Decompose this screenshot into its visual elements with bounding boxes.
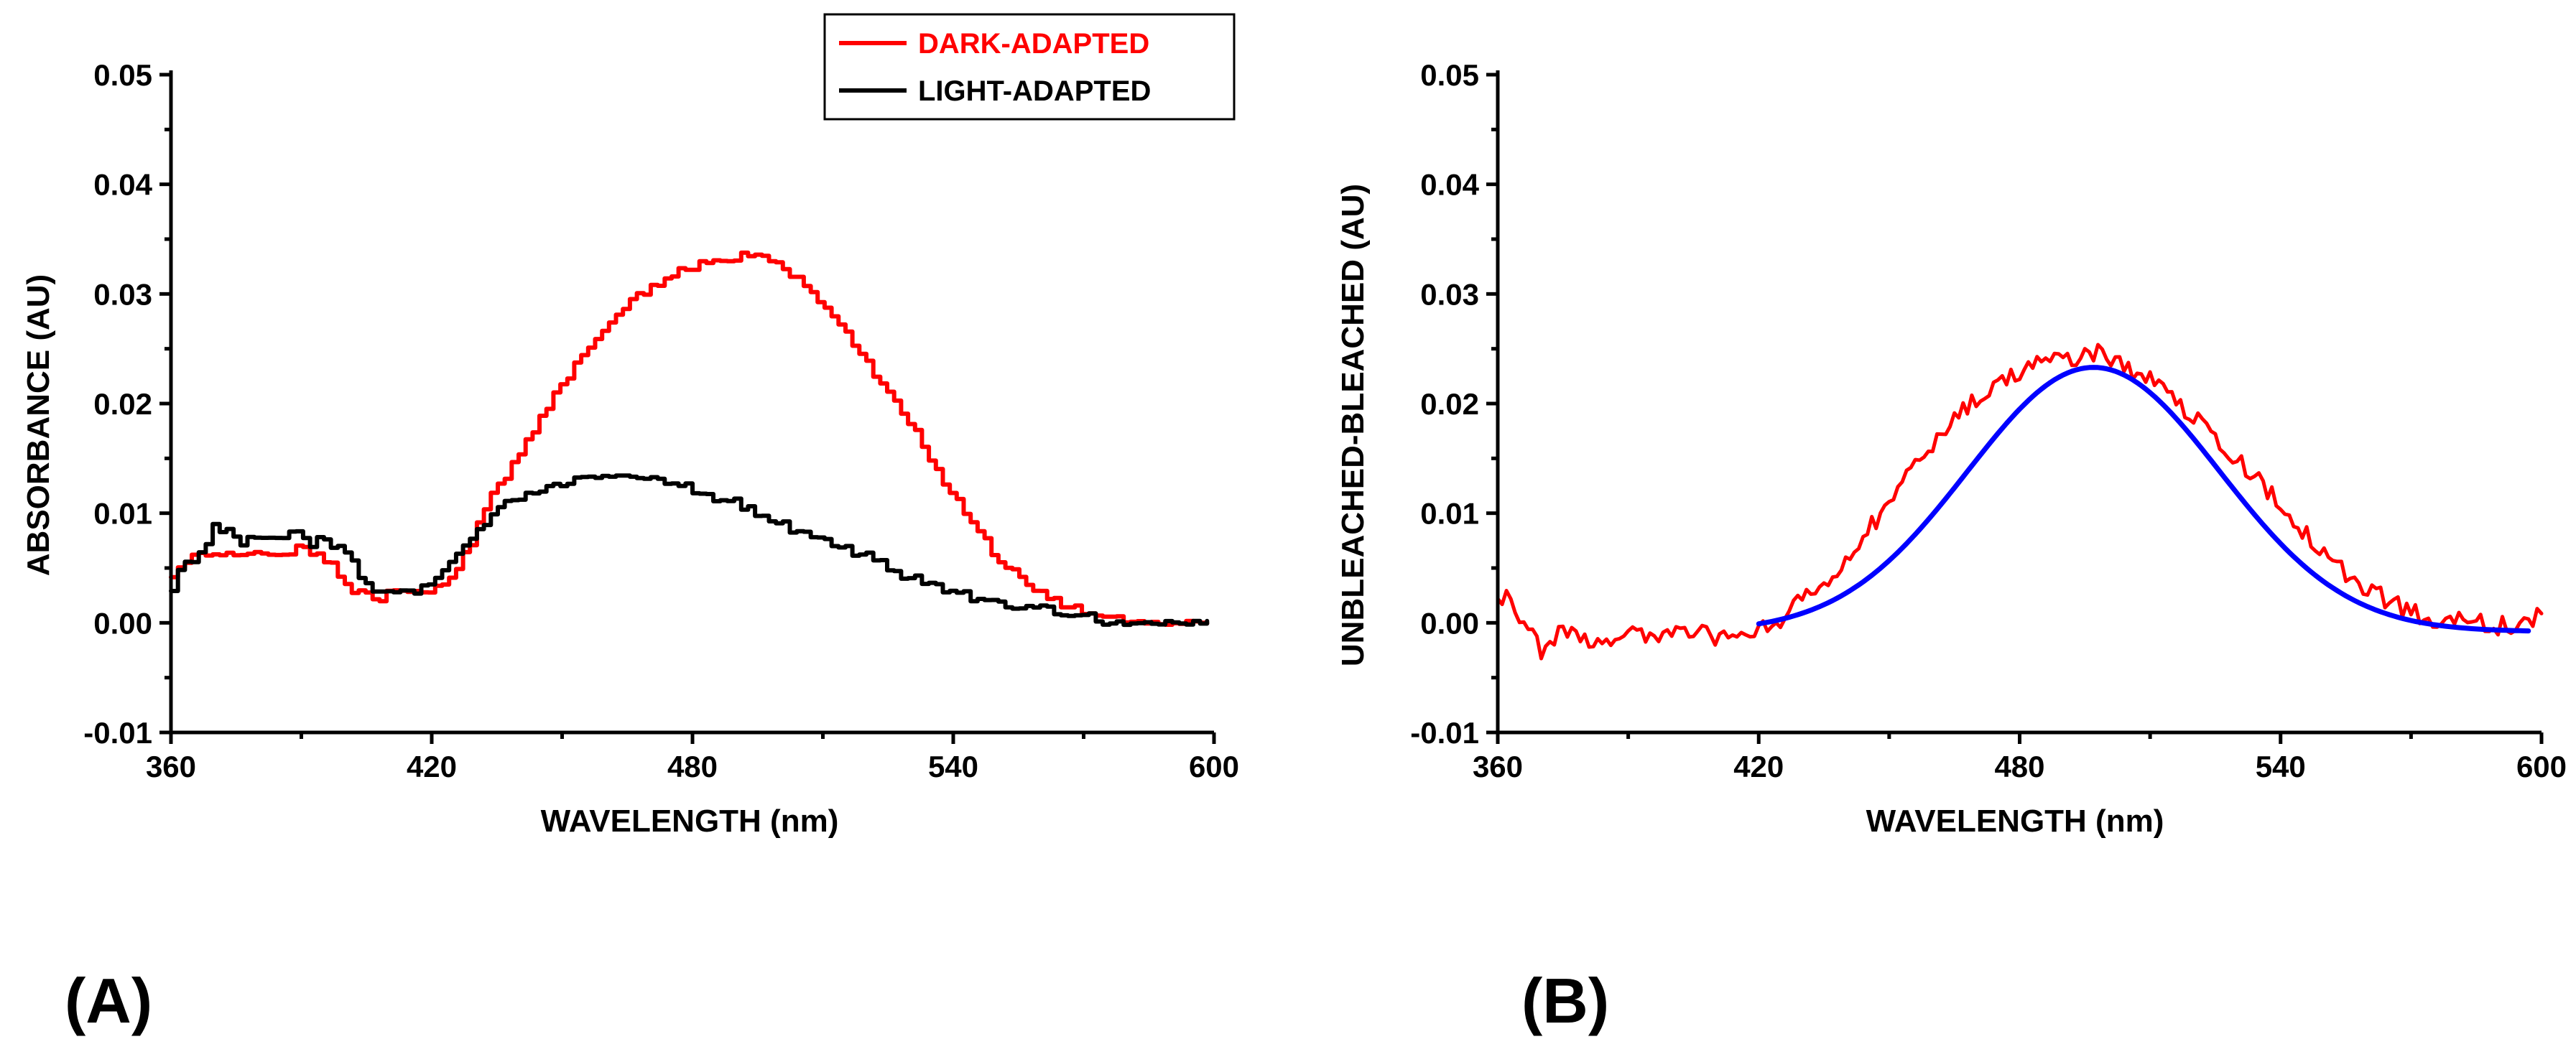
y-tick-label: 0.05 <box>1420 58 1479 92</box>
panel-a-series-layer <box>169 250 1210 628</box>
x-tick-label: 540 <box>928 750 978 783</box>
x-tick-label: 600 <box>1189 750 1239 783</box>
x-tick-label: 420 <box>407 750 457 783</box>
panel-a-y-axis-title: ABSORBANCE (AU) <box>21 274 56 576</box>
chart-panel-a: -0.01 0.00 0.01 0.02 0.03 0.04 0.05 360 420 480 54… <box>0 0 1286 890</box>
y-tick-label: 0.01 <box>93 497 152 531</box>
x-tick-label: 480 <box>1994 750 2044 783</box>
y-tick-label: -0.01 <box>83 716 152 750</box>
y-tick-label: -0.01 <box>1410 716 1479 750</box>
panel-a-background <box>0 0 1286 890</box>
x-tick-label: 420 <box>1733 750 1784 783</box>
legend-label-dark-adapted: DARK-ADAPTED <box>918 28 1149 60</box>
panel-a-legend: DARK-ADAPTED LIGHT-ADAPTED <box>823 13 1236 121</box>
panel-a-x-axis-title: WAVELENGTH (nm) <box>541 804 839 839</box>
series-line-difference-spectrum <box>1496 343 2544 661</box>
legend-box <box>823 13 1236 121</box>
legend-label-light-adapted: LIGHT-ADAPTED <box>918 75 1151 107</box>
x-tick-label: 480 <box>667 750 718 783</box>
series-line-gaussian-fit <box>1756 365 2531 634</box>
x-tick-label: 600 <box>2516 750 2567 783</box>
x-tick-label: 540 <box>2256 750 2306 783</box>
panel-b-axes <box>1496 70 2542 735</box>
y-tick-label: 0.00 <box>93 606 152 640</box>
y-tick-label: 0.01 <box>1420 497 1479 531</box>
panel-a-ticks: -0.01 0.00 0.01 0.02 0.03 0.04 0.05 360 420 480 54… <box>83 58 1239 783</box>
x-tick-label: 360 <box>1473 750 1523 783</box>
series-line-light-adapted <box>169 473 1210 628</box>
y-tick-label: 0.05 <box>93 58 152 92</box>
y-tick-label: 0.04 <box>93 168 152 202</box>
y-tick-label: 0.00 <box>1420 606 1479 640</box>
y-tick-label: 0.03 <box>1420 277 1479 311</box>
panel-b-x-axis-title: WAVELENGTH (nm) <box>1866 804 2164 839</box>
panel-label-a: (A) <box>65 965 152 1036</box>
panel-b-ticks: -0.01 0.00 0.01 0.02 0.03 0.04 0.05 360 420 480 54… <box>1410 58 2567 783</box>
x-tick-label: 360 <box>146 750 196 783</box>
chart-panel-b: -0.01 0.00 0.01 0.02 0.03 0.04 0.05 360 420 480 54… <box>1335 58 2567 839</box>
y-tick-label: 0.04 <box>1420 168 1479 202</box>
y-tick-label: 0.03 <box>93 277 152 311</box>
series-line-dark-adapted <box>169 250 1210 627</box>
y-tick-label: 0.02 <box>93 387 152 421</box>
panel-b-y-axis-title: UNBLEACHED-BLEACHED (AU) <box>1335 184 1371 666</box>
panel-label-b: (B) <box>1521 965 1609 1036</box>
y-tick-label: 0.02 <box>1420 387 1479 421</box>
panel-b-series-layer <box>1496 343 2544 661</box>
